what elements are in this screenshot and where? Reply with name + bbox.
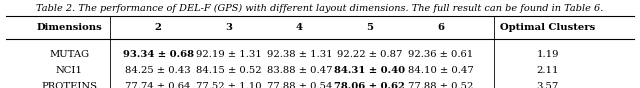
Text: 84.25 ± 0.43: 84.25 ± 0.43 [125,66,191,75]
Text: MUTAG: MUTAG [49,50,89,59]
Text: Table 2. The performance of DEL-F (GPS) with different layout dimensions. The fu: Table 2. The performance of DEL-F (GPS) … [36,4,604,13]
Text: 3.57: 3.57 [537,82,559,88]
Text: 4: 4 [296,23,303,32]
Text: 92.22 ± 0.87: 92.22 ± 0.87 [337,50,403,59]
Text: 6: 6 [438,23,444,32]
Text: 1.19: 1.19 [536,50,559,59]
Text: 77.88 ± 0.52: 77.88 ± 0.52 [408,82,474,88]
Text: Optimal Clusters: Optimal Clusters [500,23,595,32]
Text: 92.36 ± 0.61: 92.36 ± 0.61 [408,50,474,59]
Text: 5: 5 [367,23,373,32]
Text: 78.06 ± 0.62: 78.06 ± 0.62 [335,82,405,88]
Text: 83.88 ± 0.47: 83.88 ± 0.47 [267,66,332,75]
Text: 2: 2 [155,23,161,32]
Text: 77.52 ± 1.10: 77.52 ± 1.10 [196,82,262,88]
Text: Dimensions: Dimensions [36,23,102,32]
Text: NCI1: NCI1 [56,66,83,75]
Text: 77.88 ± 0.54: 77.88 ± 0.54 [267,82,332,88]
Text: 84.10 ± 0.47: 84.10 ± 0.47 [408,66,474,75]
Text: 84.15 ± 0.52: 84.15 ± 0.52 [196,66,262,75]
Text: 77.74 ± 0.64: 77.74 ± 0.64 [125,82,191,88]
Text: 93.34 ± 0.68: 93.34 ± 0.68 [123,50,193,59]
Text: PROTEINS: PROTEINS [41,82,97,88]
Text: 2.11: 2.11 [536,66,559,75]
Text: 92.38 ± 1.31: 92.38 ± 1.31 [267,50,332,59]
Text: 92.19 ± 1.31: 92.19 ± 1.31 [196,50,262,59]
Text: 84.31 ± 0.40: 84.31 ± 0.40 [334,66,406,75]
Text: 3: 3 [226,23,232,32]
